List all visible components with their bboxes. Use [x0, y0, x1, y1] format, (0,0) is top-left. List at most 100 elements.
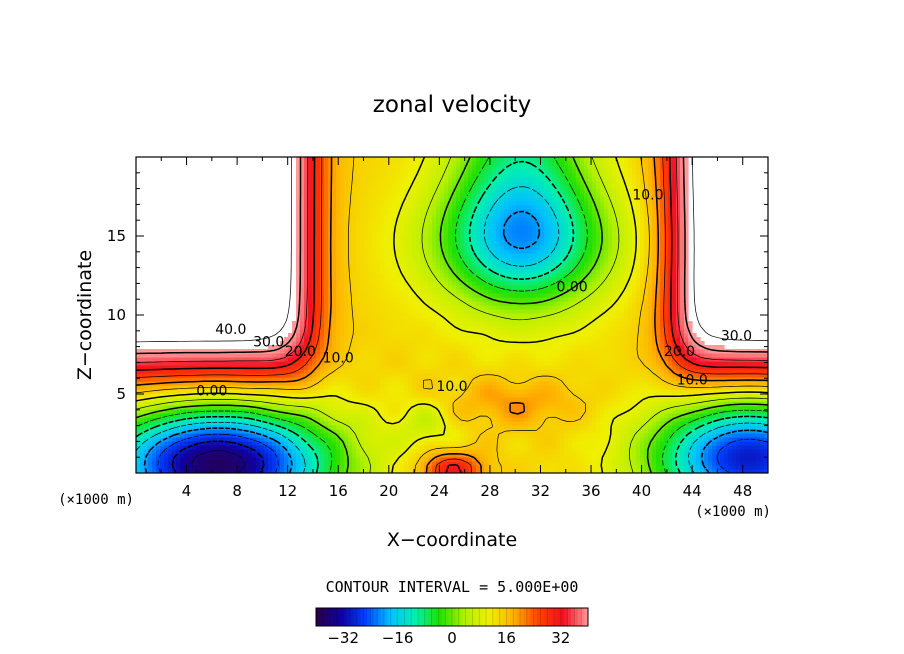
heatmap-cell — [608, 401, 613, 406]
heatmap-cell — [180, 457, 185, 462]
heatmap-cell — [680, 369, 685, 374]
heatmap-cell — [572, 413, 577, 418]
heatmap-cell — [384, 369, 389, 374]
heatmap-cell — [440, 353, 445, 358]
heatmap-cell — [136, 393, 141, 398]
heatmap-cell — [420, 449, 425, 454]
heatmap-cell — [756, 461, 761, 466]
heatmap-cell — [212, 365, 217, 370]
heatmap-cell — [276, 397, 281, 402]
heatmap-cell — [656, 441, 661, 446]
heatmap-cell — [548, 353, 553, 358]
heatmap-cell — [636, 405, 641, 410]
heatmap-cell — [420, 381, 425, 386]
heatmap-cell — [472, 433, 477, 438]
heatmap-cell — [292, 445, 297, 450]
heatmap-cell — [276, 377, 281, 382]
heatmap-cell — [596, 405, 601, 410]
heatmap-cell — [732, 461, 737, 466]
heatmap-cell — [656, 381, 661, 386]
heatmap-cell — [300, 433, 305, 438]
heatmap-cell — [708, 369, 713, 374]
heatmap-cell — [660, 349, 665, 354]
heatmap-cell — [496, 345, 501, 350]
heatmap-cell — [364, 469, 369, 473]
heatmap-cell — [608, 425, 613, 430]
heatmap-cell — [516, 441, 521, 446]
heatmap-cell — [436, 377, 441, 382]
heatmap-cell — [392, 405, 397, 410]
heatmap-cell — [212, 441, 217, 446]
heatmap-cell — [188, 385, 193, 390]
heatmap-cell — [324, 393, 329, 398]
heatmap-cell — [664, 469, 669, 473]
heatmap-cell — [392, 397, 397, 402]
heatmap-cell — [708, 457, 713, 462]
heatmap-cell — [544, 453, 549, 458]
heatmap-cell — [348, 345, 353, 350]
heatmap-cell — [728, 353, 733, 358]
heatmap-cell — [504, 437, 509, 442]
heatmap-cell — [492, 345, 497, 350]
heatmap-cell — [172, 417, 177, 422]
heatmap-cell — [240, 393, 245, 398]
heatmap-cell — [192, 357, 197, 362]
heatmap-cell — [628, 377, 633, 382]
heatmap-cell — [432, 429, 437, 434]
heatmap-cell — [268, 429, 273, 434]
heatmap-cell — [404, 417, 409, 422]
heatmap-cell — [396, 365, 401, 370]
heatmap-cell — [684, 429, 689, 434]
heatmap-cell — [732, 421, 737, 426]
heatmap-cell — [244, 437, 249, 442]
heatmap-cell — [236, 417, 241, 422]
heatmap-cell — [176, 449, 181, 454]
heatmap-cell — [208, 373, 213, 378]
heatmap-cell — [688, 405, 693, 410]
heatmap-cell — [680, 445, 685, 450]
heatmap-cell — [228, 353, 233, 358]
heatmap-cell — [604, 449, 609, 454]
heatmap-cell — [164, 409, 169, 414]
heatmap-cell — [212, 357, 217, 362]
heatmap-cell — [600, 453, 605, 458]
heatmap-cell — [624, 385, 629, 390]
heatmap-cell — [440, 465, 445, 470]
heatmap-cell — [176, 389, 181, 394]
heatmap-cell — [436, 441, 441, 446]
heatmap-cell — [736, 373, 741, 378]
heatmap-cell — [700, 401, 705, 406]
heatmap-cell — [440, 421, 445, 426]
heatmap-cell — [660, 429, 665, 434]
heatmap-cell — [140, 401, 145, 406]
heatmap-cell — [324, 373, 329, 378]
heatmap-cell — [736, 469, 741, 473]
heatmap-cell — [712, 445, 717, 450]
heatmap-cell — [568, 449, 573, 454]
heatmap-cell — [508, 453, 513, 458]
heatmap-cell — [668, 373, 673, 378]
heatmap-cell — [356, 405, 361, 410]
heatmap-cell — [440, 377, 445, 382]
heatmap-cell — [272, 361, 277, 366]
heatmap-cell — [228, 381, 233, 386]
heatmap-cell — [740, 409, 745, 414]
heatmap-cell — [312, 381, 317, 386]
heatmap-cell — [484, 425, 489, 430]
heatmap-cell — [612, 389, 617, 394]
heatmap-cell — [580, 437, 585, 442]
heatmap-cell — [732, 417, 737, 422]
heatmap-cell — [736, 401, 741, 406]
heatmap-cell — [204, 353, 209, 358]
heatmap-cell — [448, 369, 453, 374]
heatmap-cell — [524, 441, 529, 446]
heatmap-cell — [376, 441, 381, 446]
heatmap-cell — [408, 449, 413, 454]
heatmap-cell — [344, 373, 349, 378]
heatmap-cell — [420, 389, 425, 394]
heatmap-cell — [724, 421, 729, 426]
heatmap-cell — [476, 369, 481, 374]
heatmap-cell — [208, 425, 213, 430]
heatmap-cell — [720, 405, 725, 410]
heatmap-cell — [320, 445, 325, 450]
